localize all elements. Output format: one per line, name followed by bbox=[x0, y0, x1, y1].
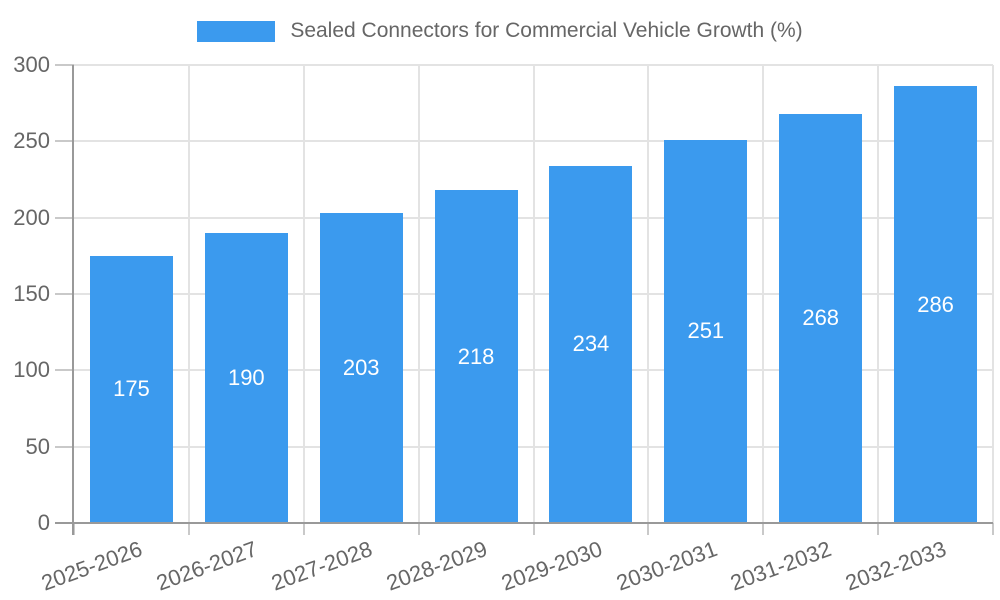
x-tick-label: 2027-2028 bbox=[267, 536, 376, 596]
x-axis-tick bbox=[762, 523, 765, 535]
y-tick-label: 250 bbox=[13, 128, 50, 154]
y-tick-label: 150 bbox=[13, 281, 50, 306]
x-tick-label: 2026-2027 bbox=[153, 536, 261, 596]
x-tick-label: 2030-2031 bbox=[612, 536, 721, 596]
y-tick-label: 300 bbox=[13, 52, 50, 77]
x-axis-tick bbox=[417, 523, 420, 535]
bar[interactable] bbox=[894, 86, 978, 523]
x-gridline bbox=[532, 65, 535, 523]
bar-value-label: 268 bbox=[802, 305, 840, 331]
y-axis-tick bbox=[55, 369, 74, 372]
y-tick-label: 100 bbox=[13, 357, 50, 383]
x-gridline bbox=[417, 65, 420, 523]
x-tick-label: 2025-2026 bbox=[38, 536, 146, 596]
bar-value-label: 251 bbox=[687, 318, 725, 344]
x-axis-tick bbox=[647, 523, 650, 535]
y-axis-tick bbox=[55, 140, 74, 143]
bar[interactable] bbox=[89, 255, 173, 523]
x-gridline bbox=[762, 65, 765, 523]
x-gridline bbox=[877, 65, 880, 523]
y-tick-label: 0 bbox=[37, 510, 50, 535]
y-axis-tick bbox=[55, 293, 74, 295]
x-gridline bbox=[647, 65, 650, 523]
legend-swatch bbox=[197, 20, 276, 42]
x-gridline bbox=[992, 65, 994, 523]
x-tick-label: 2032-2033 bbox=[842, 536, 950, 596]
bar-value-label: 286 bbox=[917, 291, 954, 317]
y-axis-tick bbox=[55, 64, 74, 66]
bar-value-label: 234 bbox=[572, 331, 610, 357]
y-tick-label: 50 bbox=[25, 433, 50, 459]
x-tick-label: 2029-2030 bbox=[497, 536, 606, 596]
bar[interactable] bbox=[434, 190, 518, 523]
bar-value-label: 175 bbox=[113, 376, 150, 402]
x-gridline bbox=[187, 65, 190, 523]
x-gridline bbox=[302, 65, 305, 523]
bar[interactable] bbox=[664, 139, 748, 523]
bar[interactable] bbox=[204, 232, 288, 523]
x-axis-tick bbox=[187, 523, 190, 535]
legend-item[interactable]: Sealed Connectors for Commercial Vehicle… bbox=[0, 19, 1000, 43]
x-axis-tick bbox=[302, 523, 305, 535]
y-axis-line bbox=[72, 65, 74, 535]
y-tick-label: 200 bbox=[13, 204, 50, 230]
bar-value-label: 190 bbox=[227, 364, 265, 390]
x-axis-tick bbox=[73, 523, 75, 535]
y-axis-tick bbox=[55, 445, 74, 448]
x-axis-tick bbox=[532, 523, 535, 535]
bar-value-label: 218 bbox=[457, 343, 495, 369]
bar[interactable] bbox=[549, 165, 633, 523]
legend-label: Sealed Connectors for Commercial Vehicle… bbox=[290, 19, 803, 42]
x-axis-line bbox=[55, 522, 993, 524]
bar[interactable] bbox=[319, 213, 403, 523]
y-axis-tick bbox=[55, 216, 74, 219]
x-tick-label: 2028-2029 bbox=[382, 536, 491, 596]
bar-value-label: 203 bbox=[342, 355, 380, 381]
x-axis-tick bbox=[992, 523, 994, 535]
x-axis-tick bbox=[877, 523, 880, 535]
x-tick-label: 2031-2032 bbox=[727, 536, 835, 596]
bar[interactable] bbox=[779, 113, 863, 523]
